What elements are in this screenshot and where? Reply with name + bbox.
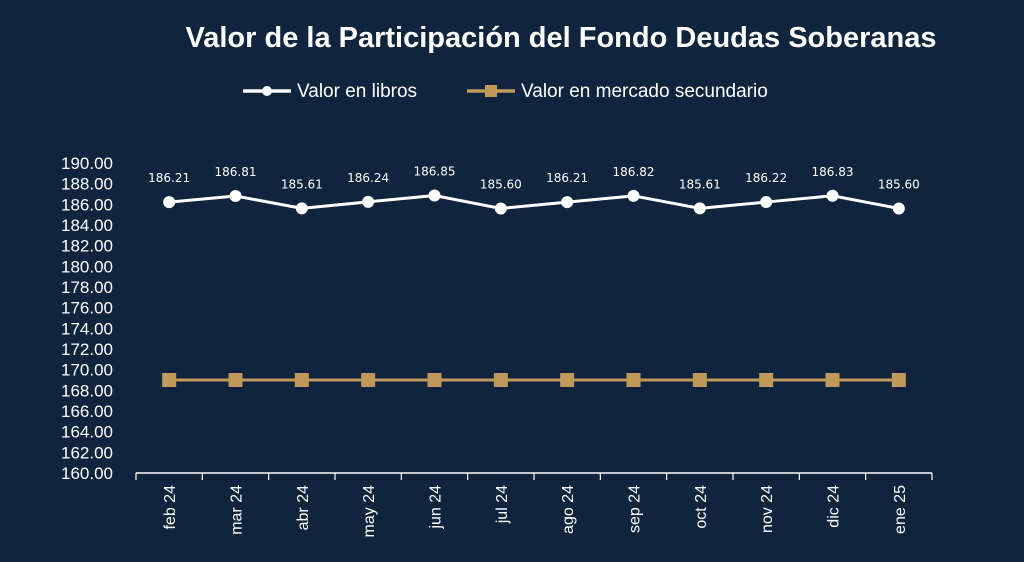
data-label: 186.83 xyxy=(812,165,854,179)
data-label: 185.60 xyxy=(878,177,920,191)
data-point xyxy=(228,373,243,387)
data-label: 186.21 xyxy=(148,171,190,185)
data-point xyxy=(229,189,242,202)
data-point xyxy=(825,373,840,387)
y-tick-label: 186.00 xyxy=(61,195,113,214)
x-axis: feb 24 mar 24 abr 24 may 24 jun 24 jul 24 ago … xyxy=(135,472,933,538)
data-point xyxy=(826,189,839,202)
data-point xyxy=(891,373,906,387)
y-tick-label: 176.00 xyxy=(61,299,113,318)
y-tick-label: 174.00 xyxy=(61,319,113,338)
data-label: 186.21 xyxy=(546,171,588,185)
y-tick-label: 166.00 xyxy=(61,402,113,421)
data-label: 185.61 xyxy=(679,177,721,191)
data-label: 185.60 xyxy=(480,177,522,191)
data-point xyxy=(295,202,308,215)
y-tick-label: 178.00 xyxy=(61,278,113,297)
data-point xyxy=(759,373,774,387)
data-point xyxy=(561,196,574,209)
x-tick-label: sep 24 xyxy=(627,485,644,533)
data-label: 186.22 xyxy=(745,171,787,185)
x-tick-label: dic 24 xyxy=(826,485,843,528)
data-point xyxy=(560,373,575,387)
data-point xyxy=(493,373,508,387)
legend-label-libros: Valor en libros xyxy=(297,81,417,102)
data-point xyxy=(892,202,905,215)
x-tick-label: ene 25 xyxy=(892,485,909,534)
x-tick-label: jun 24 xyxy=(428,485,445,530)
y-tick-label: 170.00 xyxy=(61,361,113,380)
series-valor-en-libros: 186.21 186.81 185.61 186.24 186.85 185.60 186.… xyxy=(148,165,920,215)
legend-marker-libros xyxy=(262,86,272,96)
data-point xyxy=(494,202,507,215)
y-tick-label: 160.00 xyxy=(61,464,113,483)
y-tick-label: 180.00 xyxy=(61,257,113,276)
y-tick-label: 184.00 xyxy=(61,216,113,235)
data-point xyxy=(361,373,376,387)
legend-marker-mercado xyxy=(485,85,497,97)
chart-title: Valor de la Participación del Fondo Deud… xyxy=(186,22,937,54)
data-point xyxy=(163,196,176,209)
x-tick-label: may 24 xyxy=(361,485,378,538)
data-point xyxy=(362,195,375,208)
x-tick-label: nov 24 xyxy=(759,485,776,533)
x-tick-label: mar 24 xyxy=(229,485,246,535)
data-point xyxy=(760,196,773,209)
data-point xyxy=(162,373,177,387)
x-tick-label: jul 24 xyxy=(494,485,511,524)
data-point xyxy=(294,373,309,387)
data-point xyxy=(693,202,706,215)
y-tick-label: 162.00 xyxy=(61,443,113,462)
data-label: 186.82 xyxy=(613,165,655,179)
legend-label-mercado: Valor en mercado secundario xyxy=(521,81,768,102)
data-point xyxy=(427,373,442,387)
y-tick-label: 190.00 xyxy=(61,154,113,173)
x-tick-label: feb 24 xyxy=(162,485,179,530)
x-tick-label: abr 24 xyxy=(295,485,312,530)
series-group: 186.21 186.81 185.61 186.24 186.85 185.60 186.… xyxy=(148,165,920,387)
data-label: 185.61 xyxy=(281,177,323,191)
y-tick-label: 164.00 xyxy=(61,423,113,442)
x-tick-label: oct 24 xyxy=(693,485,710,529)
data-label: 186.81 xyxy=(215,165,257,179)
y-tick-label: 182.00 xyxy=(61,237,113,256)
data-point xyxy=(627,189,640,202)
series-line xyxy=(169,194,900,210)
data-point xyxy=(626,373,641,387)
x-tick-label: ago 24 xyxy=(560,485,577,534)
legend: Valor en libros Valor en mercado secunda… xyxy=(243,81,768,102)
y-tick-label: 188.00 xyxy=(61,175,113,194)
y-tick-label: 172.00 xyxy=(61,340,113,359)
series-valor-en-mercado-secundario xyxy=(162,373,906,387)
y-tick-label: 168.00 xyxy=(61,381,113,400)
data-label: 186.85 xyxy=(414,165,456,179)
data-label: 186.24 xyxy=(347,171,389,185)
data-point xyxy=(428,189,441,202)
data-point xyxy=(692,373,707,387)
